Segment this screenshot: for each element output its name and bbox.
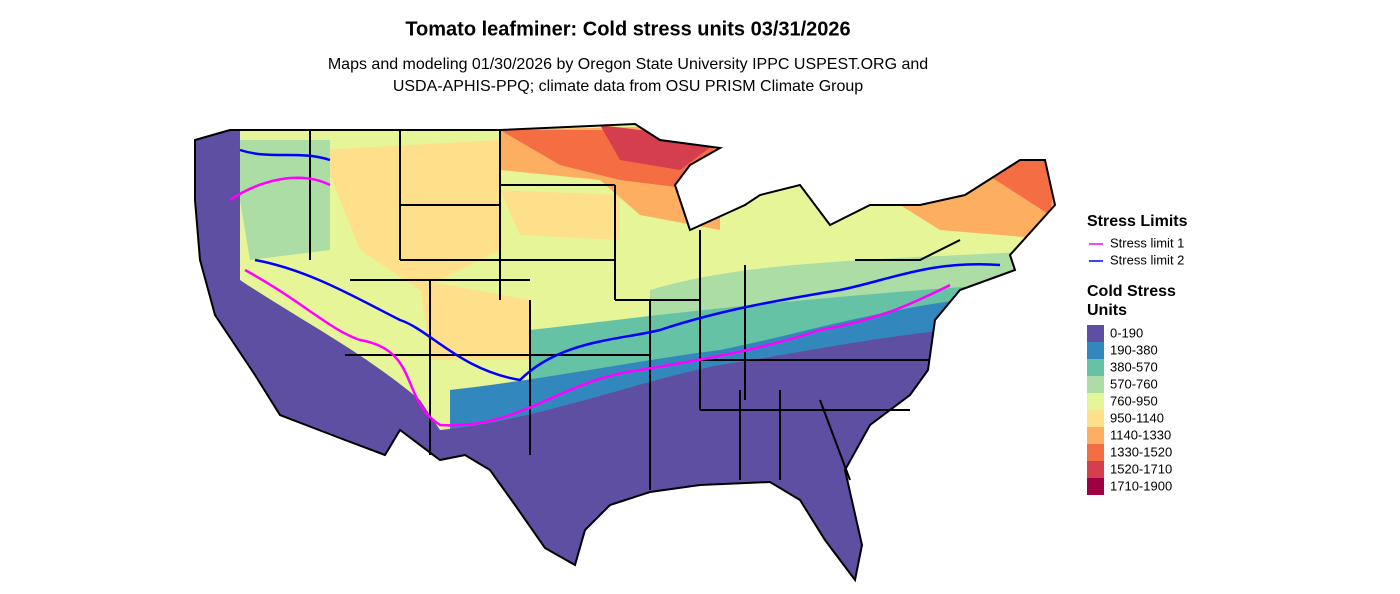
legend-swatch (1087, 342, 1104, 359)
climate-zone (500, 190, 620, 240)
legend-swatch (1087, 325, 1104, 342)
map-fill (195, 124, 1055, 580)
map-subtitle: Maps and modeling 01/30/2026 by Oregon S… (328, 56, 928, 73)
legend-label: Stress limit 1 (1110, 235, 1184, 250)
legend-label: 570-760 (1110, 376, 1158, 391)
legend-swatch (1087, 461, 1104, 478)
legend-label: 1330-1520 (1110, 444, 1172, 459)
map-subtitle: USDA-APHIS-PPQ; climate data from OSU PR… (393, 78, 863, 95)
climate-zone (320, 140, 500, 290)
legend-swatch (1087, 478, 1104, 495)
state-borders (309, 130, 961, 490)
stress-limit-2-contour (239, 148, 1001, 382)
stress-limit-1-contour (229, 176, 951, 427)
legend-label: 0-190 (1110, 325, 1143, 340)
legend-title: Units (1087, 302, 1127, 319)
legend: Stress Limits Stress limit 1 Stress limit … (1087, 213, 1188, 495)
legend-label: 190-380 (1110, 342, 1158, 357)
legend-swatch (1087, 393, 1104, 410)
legend-swatch (1087, 376, 1104, 393)
legend-label: Stress limit 2 (1110, 252, 1184, 267)
climate-zone (230, 140, 330, 260)
legend-label: 950-1140 (1110, 410, 1164, 425)
legend-swatch (1087, 410, 1104, 427)
legend-label: 1710-1900 (1110, 478, 1172, 493)
legend-label: 380-570 (1110, 359, 1158, 374)
legend-label: 1520-1710 (1110, 461, 1172, 476)
climate-zone (420, 280, 530, 360)
legend-title: Stress Limits (1087, 213, 1188, 230)
legend-label: 760-950 (1110, 393, 1158, 408)
map-title: Tomato leafminer: Cold stress units 03/3… (405, 18, 850, 40)
legend-label: 1140-1330 (1110, 427, 1171, 442)
legend-title: Cold Stress (1087, 283, 1176, 300)
legend-swatch (1087, 444, 1104, 461)
legend-swatch (1087, 427, 1104, 444)
legend-swatch (1087, 359, 1104, 376)
